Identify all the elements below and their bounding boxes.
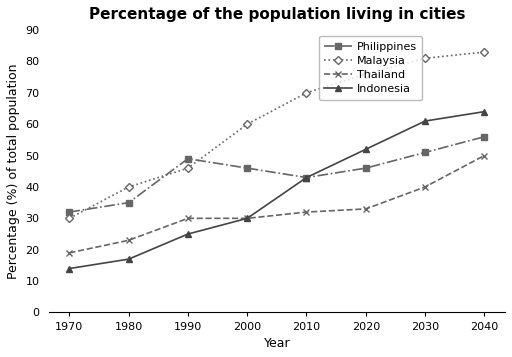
Y-axis label: Percentage (%) of total population: Percentage (%) of total population bbox=[7, 64, 20, 279]
Legend: Philippines, Malaysia, Thailand, Indonesia: Philippines, Malaysia, Thailand, Indones… bbox=[319, 36, 422, 100]
Title: Percentage of the population living in cities: Percentage of the population living in c… bbox=[89, 7, 465, 22]
X-axis label: Year: Year bbox=[264, 337, 290, 350]
